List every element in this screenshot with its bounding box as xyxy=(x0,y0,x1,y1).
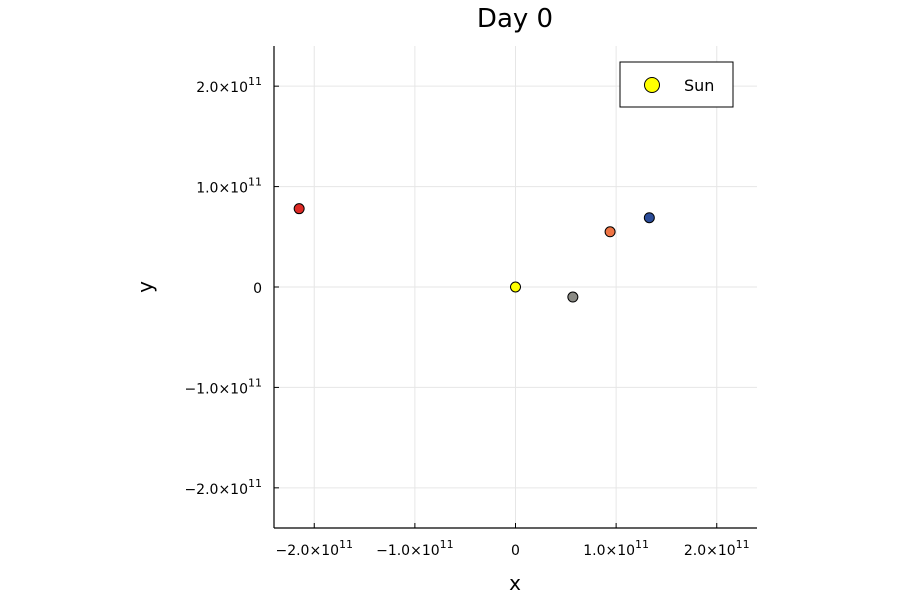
y-tick-label-3: −1.0×1011 xyxy=(184,376,262,397)
axes xyxy=(273,46,757,529)
y-tick-label-4: −2.0×1011 xyxy=(184,477,262,498)
data-point-4 xyxy=(643,212,655,224)
grid-lines xyxy=(274,46,757,528)
x-tick-label-3: 1.0×1011 xyxy=(583,538,649,559)
data-point-3 xyxy=(604,226,616,238)
data-points xyxy=(293,203,655,303)
y-tick-label-1: 1.0×1011 xyxy=(196,176,262,197)
x-tick-label-1: −1.0×1011 xyxy=(376,538,454,559)
y-axis-label: y xyxy=(133,281,157,293)
legend-box xyxy=(619,61,734,108)
x-tick-label-0: −2.0×1011 xyxy=(275,538,353,559)
y-tick-label-0: 2.0×1011 xyxy=(196,75,262,96)
tick-labels: −2.0×1011 −1.0×1011 0 1.0×1011 2.0×1011 2.0×1… xyxy=(184,75,749,559)
x-tick-label-2: 0 xyxy=(511,543,520,559)
legend-marker-sun xyxy=(644,77,660,93)
data-point-0 xyxy=(510,281,521,293)
y-tick-label-2: 0 xyxy=(253,281,262,297)
data-point-2 xyxy=(567,291,579,303)
data-point-1 xyxy=(293,203,305,215)
legend: Sun xyxy=(619,61,734,108)
x-axis-label: x xyxy=(509,571,521,595)
x-tick-label-4: 2.0×1011 xyxy=(684,538,750,559)
legend-label-sun: Sun xyxy=(684,76,714,95)
chart-title: Day 0 xyxy=(477,4,553,34)
